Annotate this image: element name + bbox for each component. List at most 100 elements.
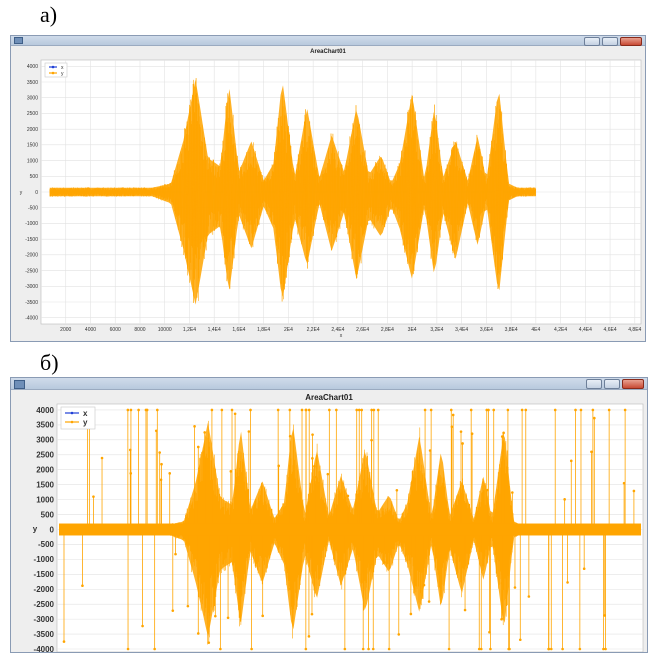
series-y-point (632, 489, 636, 493)
series-y-point (549, 647, 553, 651)
series-y-point (524, 408, 528, 412)
x-tick-label: 1,4E4 (208, 327, 221, 333)
series-y-point (477, 647, 481, 651)
series-y-point (470, 432, 474, 436)
x-tick-label: 3,2E4 (430, 327, 443, 333)
series-y-point (219, 647, 222, 651)
x-tick-label: 4,2E4 (554, 327, 567, 333)
y-tick-label: 1000 (27, 158, 38, 164)
y-tick-label: -4000 (25, 315, 38, 321)
close-icon[interactable] (622, 379, 644, 389)
caption-b: б) (40, 350, 59, 375)
series-y-point (328, 408, 331, 412)
series-y-point (505, 470, 509, 473)
x-tick-label: 4,6E4 (604, 327, 617, 333)
series-y-point (304, 647, 308, 651)
legend-marker-y (70, 420, 74, 424)
close-icon[interactable] (620, 37, 642, 46)
series-y-point (566, 581, 569, 584)
series-y-point (261, 614, 264, 618)
y-tick-label: -1500 (25, 237, 38, 243)
caption-a: а) (40, 2, 58, 27)
series-y-point (233, 412, 237, 416)
series-y-point (171, 609, 175, 612)
y-tick-label: 2000 (36, 466, 54, 475)
y-tick-label: -500 (28, 205, 38, 211)
legend: xy (44, 62, 68, 78)
series-y-point (326, 472, 330, 476)
series-y-point (276, 408, 280, 412)
maximize-icon[interactable] (602, 37, 618, 46)
y-tick-label: 3500 (27, 80, 38, 86)
maximize-icon[interactable] (604, 379, 620, 389)
x-tick-label: 1,2E4 (183, 327, 196, 333)
series-y-point (203, 431, 206, 434)
legend-label-y: y (83, 418, 88, 427)
legend-marker-y (51, 71, 55, 75)
series-y-point (311, 433, 314, 436)
series-y-point (174, 552, 177, 556)
y-axis-label: y (20, 190, 23, 196)
x-tick-label: 2,4E4 (331, 327, 344, 333)
x-tick-label: 2,8E4 (381, 327, 394, 333)
window-titlebar-b[interactable] (11, 378, 647, 390)
legend-box (44, 62, 68, 78)
minimize-icon[interactable] (586, 379, 602, 389)
series-y-point (607, 408, 611, 412)
series-y-point (220, 408, 224, 412)
series-y-point (307, 635, 311, 638)
series-y-point (277, 464, 280, 468)
y-tick-label: -1000 (34, 555, 55, 564)
series-y-point (186, 604, 190, 608)
series-y-point (372, 408, 376, 412)
x-tick-label: 4000 (85, 327, 96, 333)
y-tick-label: -4000 (34, 645, 55, 653)
series-y-point (518, 638, 522, 642)
series-y-point (513, 586, 517, 589)
series-y-point (168, 472, 172, 475)
x-tick-label: 3,8E4 (505, 327, 518, 333)
series-y-point (226, 616, 230, 620)
series-y-point (492, 408, 496, 412)
series-y-point (582, 567, 586, 571)
series-y-point (428, 449, 432, 452)
series-y-spikes (62, 408, 636, 651)
series-y-point (387, 647, 391, 651)
app-icon (14, 380, 25, 389)
series-y-point (237, 565, 241, 569)
series-y-point (314, 475, 318, 479)
series-y-line (49, 77, 537, 304)
series-y-point (207, 641, 211, 644)
series-y-point (81, 584, 84, 588)
series-y-point (158, 451, 161, 454)
series-y-point (370, 408, 373, 412)
minimize-icon[interactable] (584, 37, 600, 46)
series-y-point (206, 558, 210, 561)
series-y-point (357, 408, 361, 412)
x-tick-label: 2E4 (284, 327, 293, 333)
series-y-point (300, 408, 304, 412)
series-y-point (547, 647, 550, 651)
series-y-point (593, 416, 596, 420)
window-titlebar-a[interactable] (11, 36, 645, 46)
series-y-point (395, 488, 399, 492)
series-y-baseline (59, 523, 641, 536)
series-y-point (288, 587, 292, 591)
series-y-point (154, 429, 158, 433)
series-y-point (500, 435, 504, 438)
series-y-point (449, 408, 453, 412)
y-tick-label: -3500 (34, 630, 55, 639)
chart-window-a: AreaChart01 4000 3500 3000 2500 2000 1500 1000 5… (10, 35, 646, 342)
series-y-point (229, 470, 233, 473)
series-y-point (304, 408, 308, 412)
y-tick-label: -3500 (25, 300, 38, 306)
x-tick-label: 8000 (134, 327, 145, 333)
series-y-point (563, 498, 566, 501)
series-y-point (500, 617, 503, 621)
y-tick-label: 2500 (27, 111, 38, 117)
series-y-point (126, 408, 130, 412)
series-y-point (196, 632, 200, 635)
y-tick-label: 1500 (27, 143, 38, 149)
series-y-point (579, 408, 583, 412)
series-y-point (602, 647, 605, 651)
